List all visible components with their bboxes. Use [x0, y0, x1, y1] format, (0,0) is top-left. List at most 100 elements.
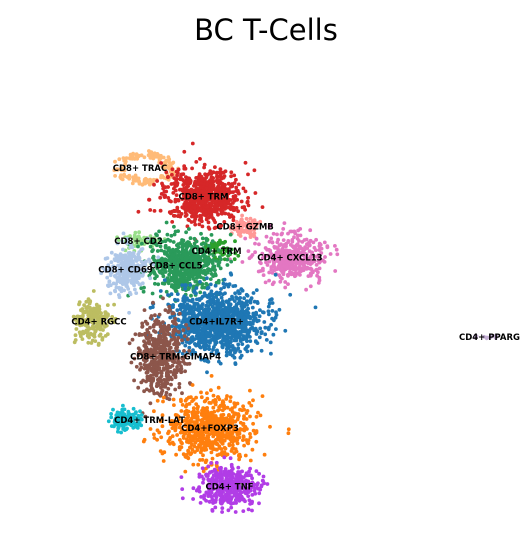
- data-point: [245, 339, 249, 343]
- data-point: [213, 418, 218, 423]
- data-point: [172, 186, 176, 191]
- data-point: [148, 401, 153, 406]
- data-point: [165, 329, 170, 334]
- data-point: [248, 432, 252, 436]
- data-point: [205, 204, 210, 209]
- data-point: [136, 209, 141, 214]
- data-point: [281, 238, 286, 243]
- data-point: [262, 320, 267, 324]
- data-point: [226, 212, 231, 217]
- data-point: [133, 411, 138, 416]
- data-point: [202, 347, 207, 352]
- data-point: [80, 307, 85, 311]
- data-point: [233, 194, 238, 199]
- data-point: [221, 170, 226, 175]
- data-point: [131, 175, 135, 180]
- data-point: [186, 202, 191, 206]
- data-point: [149, 381, 154, 386]
- data-point: [251, 421, 256, 426]
- data-point: [233, 362, 238, 366]
- data-point: [262, 255, 267, 260]
- data-point: [209, 243, 214, 247]
- data-point: [256, 269, 261, 274]
- data-point: [245, 226, 250, 231]
- data-point: [308, 273, 313, 278]
- data-point: [196, 462, 201, 467]
- data-point: [219, 223, 224, 228]
- data-point: [116, 238, 121, 243]
- data-point: [161, 459, 166, 463]
- data-point: [175, 248, 180, 253]
- data-point: [119, 289, 124, 294]
- data-point: [170, 172, 174, 177]
- data-point: [190, 166, 195, 171]
- data-point: [201, 413, 206, 418]
- data-point: [190, 399, 195, 403]
- data-point: [145, 241, 150, 246]
- data-point: [270, 282, 275, 287]
- data-point: [307, 249, 312, 254]
- data-point: [191, 271, 195, 276]
- data-point: [210, 337, 214, 342]
- data-point: [271, 263, 276, 267]
- data-point: [163, 160, 167, 165]
- data-point: [285, 257, 289, 262]
- data-point: [228, 399, 233, 404]
- data-point: [190, 383, 195, 387]
- data-point: [305, 266, 309, 271]
- data-point: [323, 255, 327, 259]
- data-point: [231, 201, 235, 205]
- data-point: [211, 413, 216, 418]
- data-point: [152, 329, 156, 333]
- data-point: [121, 168, 125, 172]
- data-point: [214, 178, 219, 183]
- data-point: [203, 250, 208, 255]
- data-point: [121, 281, 125, 286]
- data-point: [189, 299, 194, 304]
- data-point: [86, 340, 91, 345]
- data-point: [244, 417, 249, 421]
- data-point: [236, 342, 241, 347]
- data-point: [206, 220, 211, 225]
- data-point: [105, 303, 110, 307]
- data-point: [145, 387, 149, 392]
- data-point: [91, 289, 96, 293]
- data-point: [197, 332, 202, 336]
- data-point: [278, 279, 283, 284]
- data-point: [233, 313, 238, 317]
- data-point: [270, 309, 275, 313]
- data-point: [158, 195, 163, 200]
- data-point: [229, 449, 234, 453]
- data-point: [281, 255, 285, 260]
- data-point: [161, 186, 166, 191]
- data-point: [226, 189, 231, 193]
- data-point: [274, 254, 279, 258]
- data-point: [300, 240, 305, 244]
- data-point: [245, 299, 250, 304]
- data-point: [178, 214, 183, 219]
- data-point: [199, 177, 204, 182]
- data-point: [180, 205, 185, 210]
- data-point: [233, 251, 238, 256]
- data-point: [279, 232, 284, 237]
- data-point: [182, 316, 187, 320]
- data-point: [119, 430, 123, 435]
- data-point: [193, 291, 198, 296]
- data-point: [145, 328, 150, 332]
- data-point: [194, 286, 199, 290]
- data-point: [235, 197, 240, 202]
- data-point: [293, 271, 298, 275]
- data-point: [185, 195, 190, 200]
- data-point: [189, 198, 193, 203]
- data-point: [170, 319, 175, 324]
- data-point: [297, 239, 301, 243]
- data-point: [209, 203, 214, 208]
- data-point: [197, 218, 202, 222]
- data-point: [196, 181, 200, 186]
- data-point: [249, 296, 254, 301]
- data-point: [216, 336, 220, 340]
- data-point: [272, 268, 277, 272]
- data-point: [211, 393, 216, 398]
- data-point: [187, 439, 192, 443]
- data-point: [222, 277, 227, 282]
